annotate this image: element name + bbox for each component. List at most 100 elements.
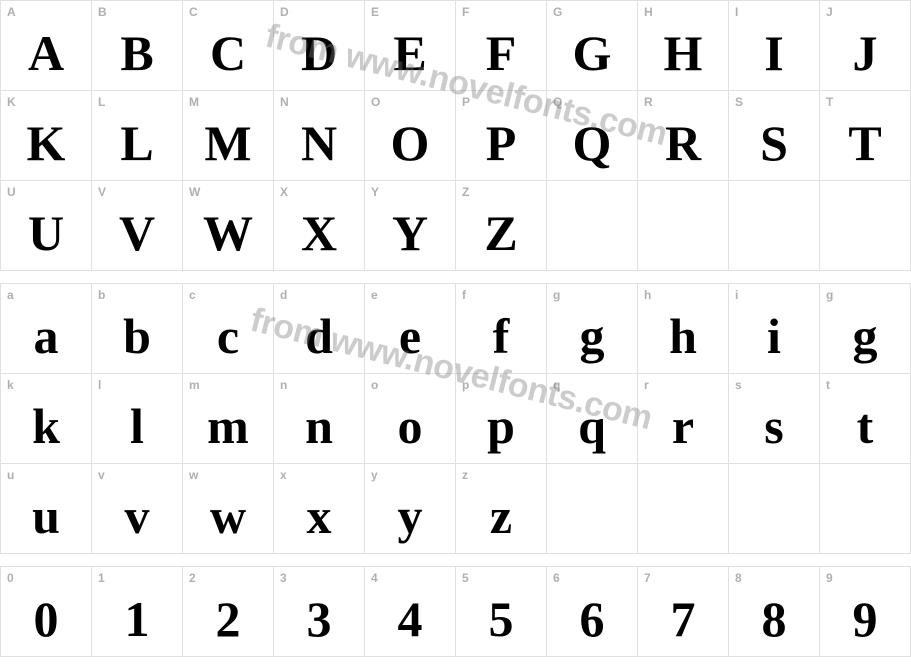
glyph-display: 4	[398, 590, 423, 648]
glyph-display: 9	[853, 590, 878, 648]
glyph-display: K	[27, 114, 66, 172]
glyph-display: 0	[34, 590, 59, 648]
glyph-display: A	[28, 24, 64, 82]
glyph-cell: dd	[274, 284, 365, 374]
glyph-cell: 33	[274, 567, 365, 657]
glyph-display: J	[853, 24, 878, 82]
glyph-cell: WW	[183, 181, 274, 271]
glyph-display: H	[664, 24, 703, 82]
glyph-cell-label: K	[7, 95, 16, 109]
glyph-cell-label: 6	[553, 571, 560, 585]
glyph-cell-label: g	[553, 288, 560, 302]
glyph-display: g	[853, 307, 878, 365]
glyph-display: 5	[489, 590, 514, 648]
glyph-cell-label: Z	[462, 185, 469, 199]
glyph-cell-label: b	[98, 288, 105, 302]
glyph-display: C	[210, 24, 246, 82]
glyph-cell-label: k	[7, 378, 14, 392]
glyph-cell: ZZ	[456, 181, 547, 271]
glyph-cell-label: 3	[280, 571, 287, 585]
glyph-cell-label: 8	[735, 571, 742, 585]
glyph-display: F	[486, 24, 517, 82]
glyph-cell: hh	[638, 284, 729, 374]
glyph-cell-label: 7	[644, 571, 651, 585]
glyph-display: L	[120, 114, 153, 172]
glyph-cell-label: t	[826, 378, 830, 392]
glyph-display: 2	[216, 590, 241, 648]
glyph-cell: EE	[365, 1, 456, 91]
glyph-display: i	[767, 307, 781, 365]
glyph-display: v	[125, 487, 150, 545]
glyph-cell: 00	[1, 567, 92, 657]
glyph-cell-label: d	[280, 288, 287, 302]
glyph-cell-label: Q	[553, 95, 562, 109]
glyph-cell-label: l	[98, 378, 101, 392]
glyph-display: P	[486, 114, 517, 172]
glyph-display: s	[764, 397, 783, 455]
glyph-cell-label: 2	[189, 571, 196, 585]
glyph-grid-section: 00112233445566778899	[0, 566, 911, 657]
glyph-cell: 99	[820, 567, 911, 657]
glyph-display: O	[391, 114, 430, 172]
glyph-cell: ss	[729, 374, 820, 464]
glyph-display: V	[119, 204, 155, 262]
glyph-cell: PP	[456, 91, 547, 181]
glyph-cell: LL	[92, 91, 183, 181]
glyph-cell: FF	[456, 1, 547, 91]
glyph-cell: AA	[1, 1, 92, 91]
glyph-cell: 22	[183, 567, 274, 657]
glyph-cell: mm	[183, 374, 274, 464]
glyph-display: d	[305, 307, 333, 365]
glyph-cell-label: L	[98, 95, 105, 109]
glyph-cell: 55	[456, 567, 547, 657]
glyph-display: G	[573, 24, 612, 82]
glyph-display: N	[301, 114, 337, 172]
glyph-cell	[729, 464, 820, 554]
glyph-cell: HH	[638, 1, 729, 91]
glyph-display: 6	[580, 590, 605, 648]
glyph-display: w	[210, 487, 246, 545]
glyph-grid-section: aabbccddeeffgghhiiggkkllmmnnooppqqrrsstt…	[0, 283, 911, 554]
glyph-display: o	[398, 397, 423, 455]
glyph-cell-label: e	[371, 288, 378, 302]
glyph-cell: II	[729, 1, 820, 91]
glyph-display: n	[305, 397, 333, 455]
glyph-cell: 88	[729, 567, 820, 657]
glyph-cell-label: h	[644, 288, 651, 302]
glyph-cell	[729, 181, 820, 271]
glyph-cell: DD	[274, 1, 365, 91]
glyph-cell-label: C	[189, 5, 198, 19]
glyph-grid-section: AABBCCDDEEFFGGHHIIJJKKLLMMNNOOPPQQRRSSTT…	[0, 0, 911, 271]
glyph-cell-label: N	[280, 95, 289, 109]
glyph-cell: qq	[547, 374, 638, 464]
glyph-display: g	[580, 307, 605, 365]
glyph-cell	[547, 181, 638, 271]
glyph-display: p	[487, 397, 515, 455]
glyph-display: B	[120, 24, 153, 82]
glyph-cell: ff	[456, 284, 547, 374]
glyph-cell: gg	[820, 284, 911, 374]
glyph-cell-label: m	[189, 378, 200, 392]
glyph-cell-label: B	[98, 5, 107, 19]
glyph-display: y	[398, 487, 423, 545]
glyph-display: u	[32, 487, 60, 545]
glyph-cell-label: O	[371, 95, 380, 109]
glyph-display: m	[207, 397, 249, 455]
glyph-cell-label: M	[189, 95, 199, 109]
glyph-cell-label: J	[826, 5, 833, 19]
glyph-display: k	[32, 397, 60, 455]
glyph-cell: BB	[92, 1, 183, 91]
glyph-display: X	[301, 204, 337, 262]
glyph-cell: ii	[729, 284, 820, 374]
glyph-cell-label: P	[462, 95, 470, 109]
glyph-cell	[638, 181, 729, 271]
glyph-cell-label: w	[189, 468, 198, 482]
glyph-cell: CC	[183, 1, 274, 91]
glyph-cell: tt	[820, 374, 911, 464]
glyph-cell-label: s	[735, 378, 742, 392]
glyph-display: q	[578, 397, 606, 455]
glyph-cell-label: y	[371, 468, 378, 482]
glyph-display: l	[130, 397, 144, 455]
glyph-cell: aa	[1, 284, 92, 374]
glyph-display: Q	[573, 114, 612, 172]
